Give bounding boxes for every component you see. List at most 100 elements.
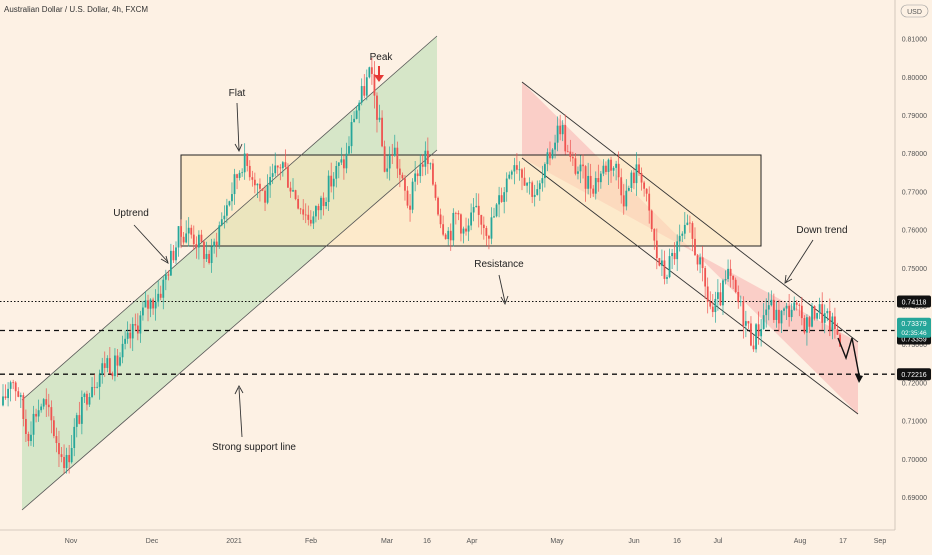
- resistance-arrow: [498, 274, 506, 303]
- candle-body: [793, 302, 796, 310]
- candle-body: [480, 214, 483, 225]
- candle-body: [597, 178, 600, 183]
- candle-body: [414, 173, 417, 182]
- candle-body: [668, 256, 671, 278]
- candle-body: [564, 125, 567, 152]
- y-tick-label-5: 0.76000: [902, 228, 927, 235]
- candle-body: [32, 413, 35, 435]
- candle-body: [778, 309, 780, 324]
- candle-body: [582, 164, 584, 167]
- candle-body: [554, 142, 556, 150]
- candle-body: [523, 177, 526, 186]
- candle-body: [610, 159, 612, 171]
- candle-body: [505, 178, 508, 193]
- candles: [2, 57, 841, 474]
- candle-body: [52, 420, 55, 437]
- uptrend-arrow-head: [160, 255, 169, 264]
- candle-body: [98, 374, 101, 387]
- candle-body: [681, 233, 684, 236]
- x-tick-label-10: Jul: [714, 538, 723, 545]
- candle-body: [144, 300, 147, 308]
- candle-body: [757, 324, 760, 337]
- candle-body: [378, 117, 381, 120]
- currency-button[interactable]: [900, 4, 929, 18]
- last-price-label: 0.73379: [901, 321, 926, 328]
- candle-body: [696, 255, 699, 265]
- candle-body: [589, 175, 592, 189]
- candle-body: [147, 300, 149, 309]
- candle-body: [617, 163, 620, 178]
- candle-body: [231, 194, 233, 202]
- candle-body: [775, 309, 778, 320]
- peak-arrow-head: [374, 75, 384, 82]
- candle-body: [577, 171, 579, 174]
- candle-body: [839, 334, 841, 347]
- candle-body: [129, 332, 132, 339]
- level-badge-label-1: 0.73359: [901, 337, 926, 344]
- candle-body: [330, 175, 333, 187]
- candle-body: [307, 214, 310, 220]
- currency-button-label[interactable]: USD: [907, 9, 922, 16]
- candle-body: [70, 448, 73, 463]
- candle-body: [686, 222, 689, 225]
- candle-body: [615, 163, 618, 168]
- candle-body: [661, 260, 663, 266]
- candle-body: [493, 216, 495, 218]
- candle-body: [482, 224, 485, 229]
- candle-body: [627, 187, 630, 191]
- candle-body: [798, 304, 801, 306]
- uptrend-channel-upper-line: [21, 35, 438, 401]
- candle-body: [289, 187, 292, 192]
- candle-body: [22, 395, 25, 419]
- candle-body: [192, 234, 195, 245]
- candle-body: [284, 162, 287, 167]
- candle-body: [770, 299, 773, 306]
- candle-body: [559, 125, 562, 135]
- candle-body: [243, 153, 246, 173]
- candle-body: [304, 214, 307, 216]
- level-badge-label-2: 0.72216: [901, 372, 926, 379]
- candle-body: [752, 345, 755, 350]
- candle-body: [302, 209, 305, 215]
- candle-body: [124, 338, 127, 344]
- candle-body: [429, 163, 432, 165]
- y-tick-label-6: 0.75000: [902, 266, 927, 273]
- candle-body: [813, 306, 816, 319]
- candle-body: [811, 306, 813, 327]
- candle-body: [177, 226, 180, 248]
- candle-body: [363, 86, 366, 96]
- x-tick-label-8: Jun: [628, 538, 639, 545]
- candle-body: [332, 178, 335, 187]
- candle-body: [747, 321, 750, 324]
- candle-body: [706, 286, 709, 302]
- label-resistance: Resistance: [474, 259, 524, 270]
- support-arrow: [238, 387, 243, 438]
- candle-body: [701, 257, 704, 269]
- candle-body: [744, 321, 747, 326]
- candle-body: [612, 167, 615, 171]
- candle-body: [767, 305, 770, 310]
- candle-body: [78, 415, 81, 424]
- candle-body: [485, 228, 488, 236]
- candle-body: [673, 252, 676, 260]
- label-peak: Peak: [370, 52, 394, 63]
- x-tick-label-1: Dec: [146, 538, 159, 545]
- x-tick-label-4: Mar: [381, 538, 394, 545]
- candle-body: [172, 250, 175, 261]
- candle-body: [561, 125, 564, 135]
- candle-body: [411, 181, 414, 210]
- candle-body: [30, 434, 32, 442]
- candle-body: [269, 176, 272, 186]
- candle-body: [271, 173, 274, 177]
- candle-body: [739, 301, 742, 303]
- candle-body: [37, 410, 40, 417]
- y-tick-label-12: 0.69000: [902, 495, 927, 502]
- candle-body: [806, 317, 808, 333]
- level-badge-2: [897, 368, 931, 381]
- candle-body: [121, 343, 124, 358]
- candle-body: [742, 301, 745, 326]
- y-tick-label-0: 0.81000: [902, 37, 927, 44]
- candle-body: [370, 67, 373, 74]
- horizontal-levels: [0, 301, 895, 375]
